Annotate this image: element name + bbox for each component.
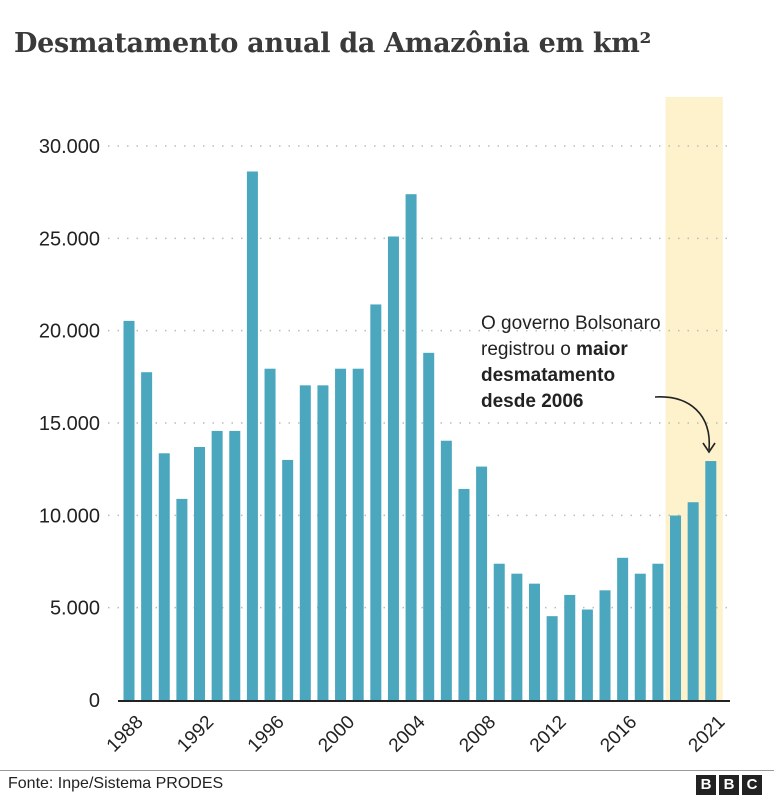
- annotation-line1: O governo Bolsonaro: [481, 313, 661, 334]
- bar-1989: [141, 372, 153, 700]
- bar-2012: [546, 616, 558, 700]
- bar-2013: [564, 594, 576, 700]
- bar-1990: [158, 453, 170, 700]
- source-note: Fonte: Inpe/Sistema PRODES: [8, 775, 224, 792]
- bar-1993: [211, 430, 223, 700]
- bar-2008: [476, 466, 488, 700]
- bar-2019: [670, 515, 682, 700]
- annotation-arrow: [654, 396, 710, 451]
- y-tick-label: 5.000: [50, 598, 100, 620]
- chart-title: Desmatamento anual da Amazônia em km²: [14, 28, 652, 59]
- y-tick-label: 20.000: [39, 321, 100, 343]
- y-tick-label: 15.000: [39, 413, 100, 435]
- bar-1992: [194, 447, 206, 700]
- x-tick-label: 2012: [526, 712, 571, 757]
- bar-2006: [440, 440, 452, 700]
- bar-2005: [423, 352, 435, 700]
- arrow-head-icon: [702, 442, 716, 454]
- annotation-line2: registrou o: [481, 339, 577, 360]
- x-tick-label: 2016: [596, 712, 641, 757]
- bar-1996: [264, 368, 276, 700]
- bar-1994: [229, 430, 241, 700]
- bar-1988: [123, 320, 135, 700]
- bar-2011: [528, 583, 540, 700]
- annotation-line3: desmatamento: [481, 365, 616, 386]
- y-tick-label: 10.000: [39, 505, 100, 527]
- x-tick-label: 1988: [103, 712, 148, 757]
- x-tick-label: 1992: [173, 712, 218, 757]
- bar-2000: [335, 368, 347, 700]
- annotation-line4: desde 2006: [481, 391, 584, 412]
- bar-1999: [317, 385, 329, 700]
- bar-1995: [246, 171, 258, 700]
- bar-1998: [299, 385, 311, 700]
- x-tick-label: 2008: [455, 712, 500, 757]
- bar-2004: [405, 194, 417, 700]
- logo-letter: B: [719, 775, 739, 795]
- logo-letter: C: [742, 775, 762, 795]
- bar-2020: [687, 502, 699, 700]
- x-tick-label: 1996: [244, 712, 289, 757]
- bar-2002: [370, 304, 382, 700]
- annotation-bold-maior: maior: [576, 339, 628, 360]
- x-tick-label: 2004: [385, 711, 430, 756]
- bar-2003: [387, 236, 399, 700]
- y-tick-label: 30.000: [39, 136, 100, 158]
- y-tick-label: 0: [89, 690, 100, 712]
- logo-letter: B: [696, 775, 716, 795]
- y-tick-label: 25.000: [39, 228, 100, 250]
- bar-2010: [511, 573, 523, 700]
- bar-2018: [652, 563, 664, 700]
- bar-2021: [705, 461, 717, 700]
- bar-2014: [581, 609, 593, 700]
- bar-2015: [599, 590, 611, 700]
- bbc-logo: B B C: [696, 775, 762, 795]
- bar-2001: [352, 368, 364, 700]
- x-tick-label: 2021: [685, 712, 730, 757]
- bar-2017: [634, 573, 646, 700]
- bar-2007: [458, 488, 470, 700]
- x-tick-label: 2000: [314, 712, 359, 757]
- bar-1991: [176, 498, 188, 700]
- bar-1997: [282, 459, 294, 700]
- bar-2016: [617, 557, 629, 700]
- footer-divider: [0, 770, 774, 771]
- annotation: O governo Bolsonaro registrou o maior de…: [481, 311, 741, 415]
- bar-2009: [493, 563, 505, 700]
